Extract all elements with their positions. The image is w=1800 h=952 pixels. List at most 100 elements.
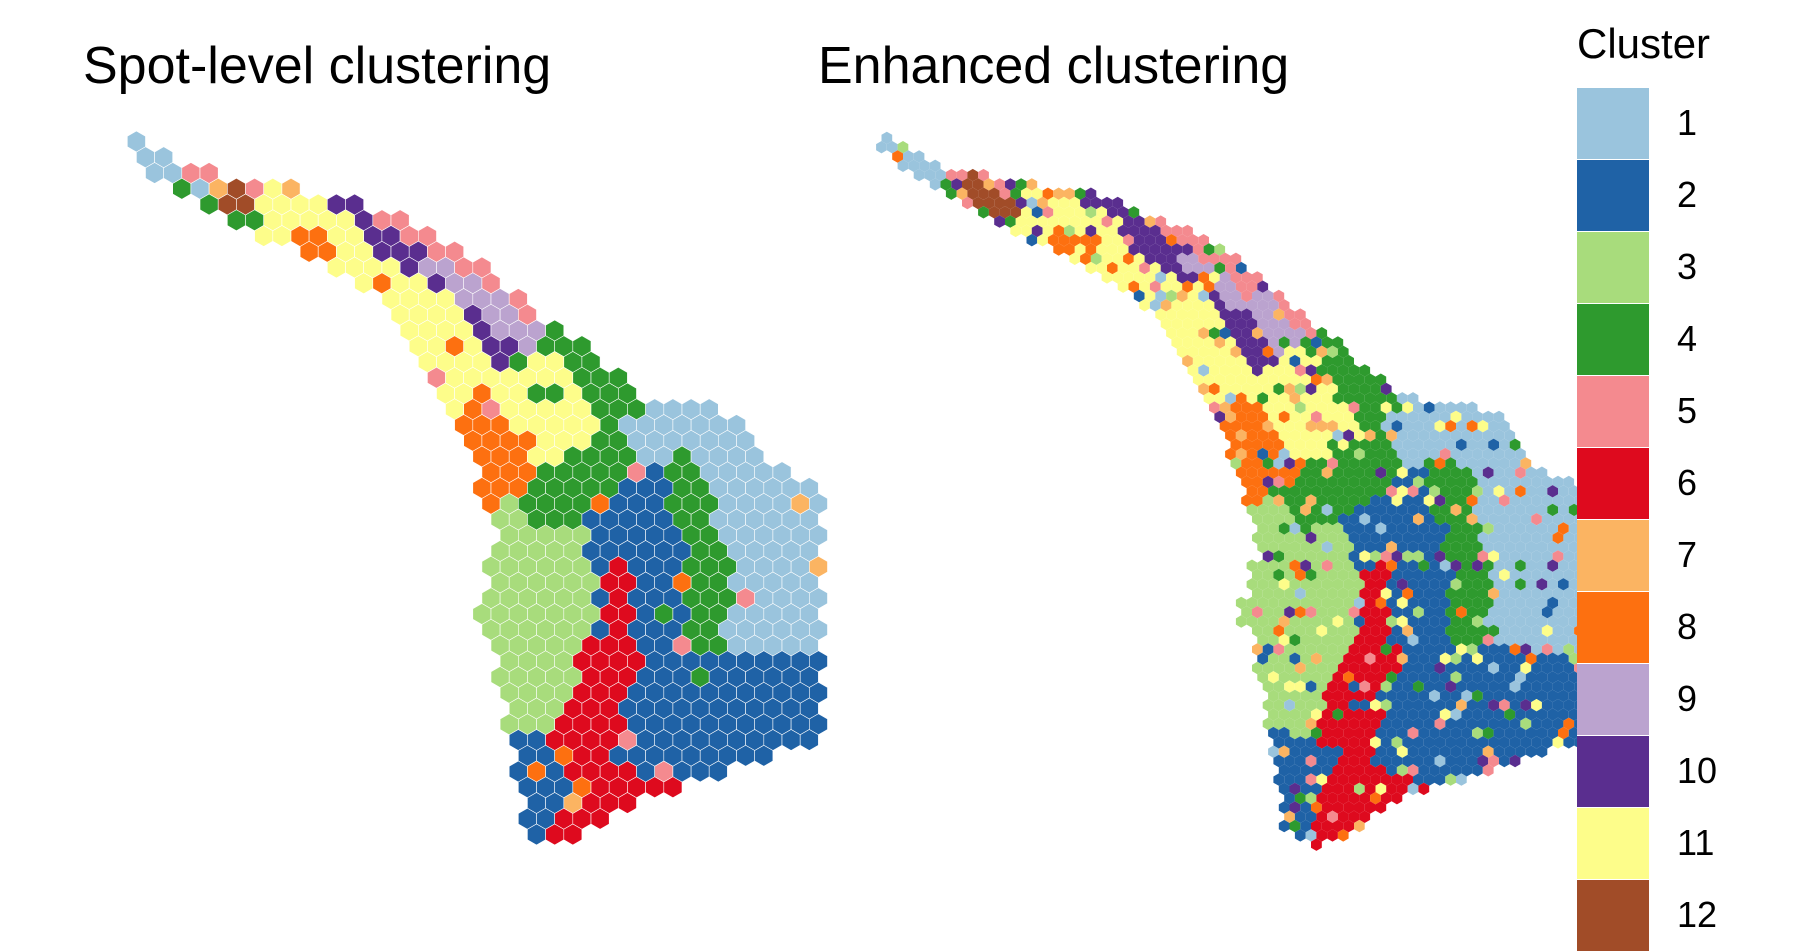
spot-cluster-10 [1509, 754, 1521, 768]
spot-cluster-12 [967, 187, 979, 200]
spot-cluster-2 [1466, 736, 1478, 749]
spot-cluster-2 [1568, 726, 1580, 740]
spot-cluster-11 [1187, 289, 1199, 303]
spot-cluster-3 [1284, 717, 1295, 730]
spot-cluster-5 [1246, 280, 1258, 293]
spot-cluster-2 [1531, 717, 1542, 730]
spot-cluster-2 [1477, 661, 1489, 675]
spot-cluster-2 [708, 760, 728, 783]
spot-cluster-1 [1488, 568, 1499, 582]
spot-cluster-6 [1348, 736, 1360, 749]
spot-cluster-1 [1552, 624, 1564, 637]
spot-cluster-4 [1461, 559, 1473, 572]
spot-cluster-6 [1359, 736, 1371, 749]
spot-cluster-1 [1558, 485, 1569, 498]
spot-cluster-1 [1488, 420, 1499, 433]
spot-cluster-7 [1053, 187, 1064, 200]
spot-cluster-8 [1434, 457, 1446, 470]
spot-cluster-3 [1257, 633, 1269, 647]
spot-cluster-4 [1445, 550, 1456, 563]
spot-cluster-1 [1488, 457, 1499, 470]
spot-cluster-4 [1305, 513, 1317, 526]
spot-cluster-11 [1203, 373, 1215, 386]
spot-cluster-10 [1343, 429, 1354, 442]
spot-cluster-2 [1380, 531, 1392, 544]
spot-cluster-1 [1439, 429, 1451, 442]
spot-cluster-8 [1246, 429, 1258, 442]
spot-cluster-2 [1284, 773, 1295, 786]
spot-cluster-8 [1558, 726, 1569, 740]
spot-cluster-11 [1225, 336, 1236, 349]
spot-cluster-1 [1461, 447, 1473, 461]
spot-cluster-2 [1429, 596, 1440, 610]
legend-label: 1 [1677, 102, 1698, 143]
spot-cluster-2 [1525, 689, 1537, 703]
spot-cluster-7 [1176, 289, 1188, 303]
spot-cluster-4 [1439, 540, 1451, 554]
spot-cluster-1 [1536, 466, 1548, 479]
spot-cluster-11 [1112, 252, 1124, 265]
spot-cluster-2 [1568, 689, 1580, 703]
spot-cluster-2 [1504, 671, 1516, 684]
spot-cluster-1 [1284, 699, 1295, 712]
spot-cluster-6 [1370, 661, 1381, 675]
spot-cluster-4 [1370, 401, 1381, 414]
spot-cluster-4 [1375, 373, 1387, 386]
spot-cluster-5 [1149, 280, 1161, 293]
spot-cluster-11 [1085, 261, 1097, 275]
spot-cluster-5 [1241, 289, 1252, 303]
spot-cluster-1 [1429, 689, 1440, 703]
spot-cluster-4 [1337, 494, 1349, 507]
spot-cluster-1 [1531, 550, 1542, 563]
spot-cluster-1 [1531, 624, 1542, 637]
spot-cluster-2 [1348, 550, 1360, 563]
spot-cluster-2 [1391, 624, 1403, 637]
spot-cluster-3 [1305, 792, 1317, 805]
spot-cluster-2 [1434, 736, 1446, 749]
spot-cluster-2 [1391, 587, 1403, 600]
spot-cluster-8 [1252, 401, 1263, 414]
spot-cluster-11 [1278, 392, 1290, 405]
spot-cluster-9 [1252, 308, 1263, 321]
spot-cluster-3 [1396, 764, 1408, 777]
spot-cluster-4 [1380, 475, 1392, 489]
spot-cluster-11 [1171, 336, 1183, 349]
spot-cluster-8 [1058, 234, 1070, 247]
spot-cluster-6 [1359, 643, 1371, 656]
spot-cluster-4 [1294, 494, 1306, 507]
spot-cluster-1 [1466, 401, 1478, 414]
legend-label: 10 [1677, 750, 1718, 791]
spot-cluster-2 [1509, 736, 1521, 749]
spot-cluster-7 [1456, 699, 1467, 712]
spot-cluster-4 [1364, 373, 1376, 386]
spot-cluster-11 [1209, 364, 1220, 377]
spot-cluster-3 [1284, 587, 1295, 600]
spot-cluster-1 [876, 141, 887, 154]
spot-cluster-2 [1423, 773, 1435, 786]
spot-cluster-3 [1300, 578, 1311, 591]
spot-cluster-10 [1241, 345, 1252, 358]
spot-cluster-1 [1563, 587, 1575, 600]
spot-cluster-2 [1434, 531, 1446, 544]
spot-cluster-4 [1316, 327, 1328, 340]
spot-cluster-3 [1294, 382, 1306, 396]
spot-cluster-2 [1461, 764, 1473, 777]
spot-cluster-4 [1445, 606, 1456, 619]
spot-cluster-6 [1337, 754, 1349, 768]
spot-cluster-1 [1305, 829, 1317, 842]
spot-cluster-4 [1466, 606, 1478, 619]
spot-cluster-3 [1252, 568, 1263, 582]
spot-cluster-1 [1482, 503, 1494, 517]
spot-cluster-4 [1515, 578, 1526, 591]
spot-cluster-1 [1332, 429, 1344, 442]
spot-cluster-11 [1541, 624, 1553, 637]
spot-cluster-3 [1257, 596, 1269, 610]
spot-cluster-3 [1311, 578, 1322, 591]
spot-cluster-2 [1488, 717, 1499, 730]
spot-cluster-2 [1445, 717, 1456, 730]
spot-cluster-3 [1343, 615, 1354, 628]
spot-cluster-11 [1284, 438, 1295, 451]
spot-cluster-10 [1289, 782, 1301, 796]
spot-cluster-5 [962, 196, 973, 210]
spot-cluster-2 [1418, 540, 1430, 554]
